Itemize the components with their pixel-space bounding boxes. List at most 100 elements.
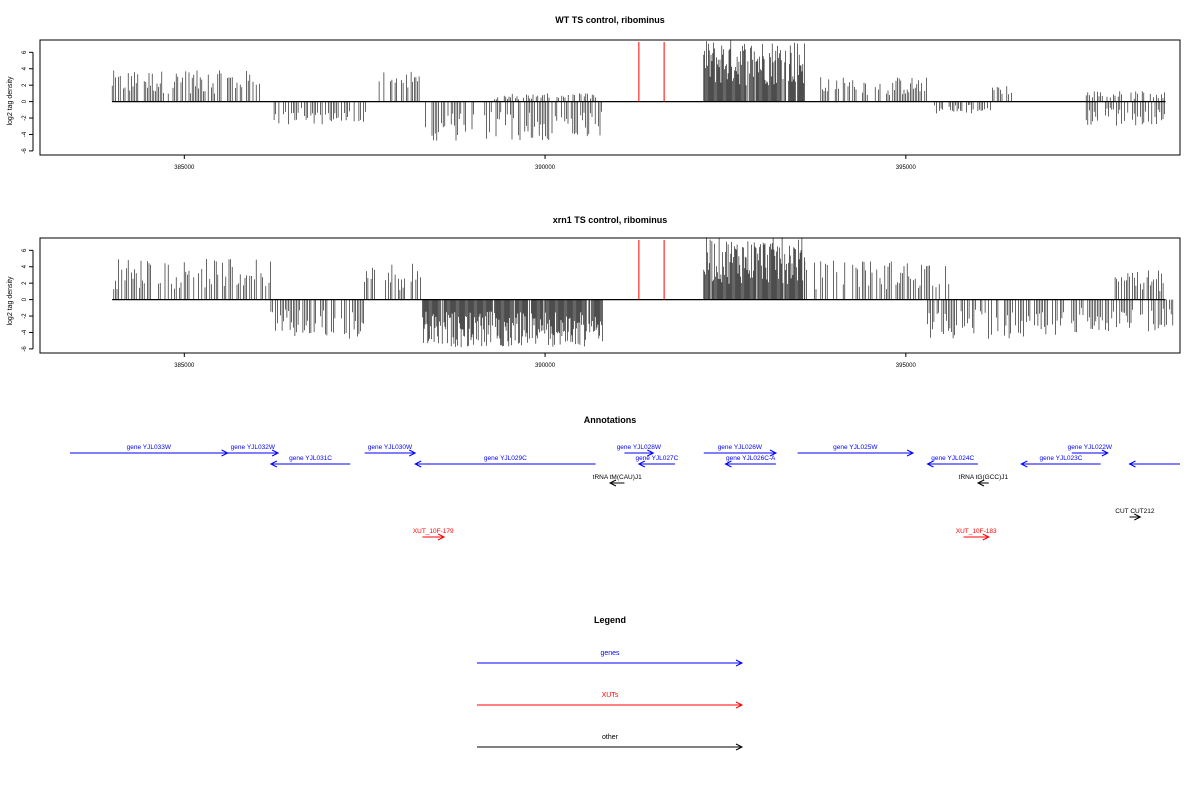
wt-signal-region (820, 77, 927, 102)
wt-y-tick-label: -4 (22, 131, 28, 137)
legend-label: other (602, 734, 619, 741)
feature-label: gene YJL025W (833, 444, 878, 451)
annotation-feature: gene YJL033W (70, 444, 229, 457)
feature-arrow-head (414, 460, 422, 468)
wt-signal-region (273, 101, 366, 125)
xrn1-signal-region (804, 260, 950, 300)
wt-signal-region (378, 71, 420, 102)
annotation-feature: gene YJL023C (1020, 455, 1101, 468)
xrn1-marker-lines (638, 240, 665, 300)
legend-entry-genes: genes (477, 650, 744, 667)
annotation-feature: gene YJL028W (617, 444, 662, 457)
wt-signal-region (703, 40, 805, 102)
legend-swatch-arrow (735, 743, 744, 751)
xrn1-signal-region (422, 299, 603, 348)
annotation-feature: gene YJL022W (1068, 444, 1113, 457)
feature-arrow-head (976, 479, 985, 487)
wt-y-tick-label: 4 (22, 66, 28, 70)
xrn1-signal-region (113, 259, 271, 300)
feature-arrow-head (637, 460, 646, 468)
feature-label: tRNA tM(CAU)J1 (593, 474, 643, 481)
xrn1-y-tick-label: 0 (22, 297, 28, 301)
legend-title: Legend (594, 615, 626, 625)
legend-entries: genes XUTs other (477, 650, 744, 751)
feature-label: gene YJL026W (718, 444, 763, 451)
annotations-title: Annotations (584, 415, 637, 425)
xrn1-y-tick-label: 6 (22, 248, 28, 252)
wt-signal-region (111, 70, 260, 102)
feature-arrow-head (982, 533, 990, 541)
wt-plot-frame (39, 39, 1181, 156)
xrn1-track-panel: xrn1 TS control, ribominus log2 tag dens… (7, 215, 1181, 369)
wt-marker-lines (638, 42, 665, 102)
feature-label: gene YJL032W (231, 444, 276, 451)
wt-x-axis: 385000 390000 395000 (174, 155, 916, 171)
legend-entry-xuts: XUTs (477, 692, 744, 709)
annotation-feature: gene YJL025W (797, 444, 915, 457)
wt-track-ylabel: log2 tag density (7, 76, 14, 126)
xrn1-signal-region (1114, 270, 1164, 300)
feature-label: XUT_10F-179 (413, 528, 454, 535)
wt-signal-region (1085, 91, 1165, 102)
annotation-feature: gene YJL027C (635, 455, 679, 468)
wt-signal-region (494, 93, 596, 102)
xrn1-x-tick-label: 395000 (896, 363, 917, 369)
feature-arrow-head (647, 449, 655, 457)
feature-arrow-head (608, 479, 617, 487)
feature-arrow-head (1101, 449, 1109, 457)
annotation-feature: gene YJL032W (227, 444, 280, 457)
feature-arrow-head (408, 449, 417, 457)
feature-arrow-head (1134, 513, 1142, 521)
legend-swatch-arrow (735, 659, 744, 667)
annotation-feature (1128, 460, 1180, 468)
wt-x-tick-label: 390000 (535, 165, 556, 171)
annotation-feature: tRNA tG(GCC)J1 (959, 474, 1009, 487)
xrn1-x-tick-label: 385000 (174, 363, 195, 369)
feature-label: gene YJL031C (289, 455, 332, 462)
annotations-track: Annotations gene YJL033W gene YJL032Wgene… (70, 415, 1180, 541)
feature-label: gene YJL023C (1040, 455, 1083, 462)
wt-signal-region (425, 101, 602, 141)
wt-track-panel: WT TS control, ribominus log2 tag densit… (7, 15, 1181, 171)
feature-arrow-head (769, 449, 778, 457)
wt-y-tick-label: -2 (22, 115, 28, 121)
legend-label: genes (600, 650, 620, 657)
xrn1-signal-region (270, 299, 365, 339)
xrn1-x-axis: 385000 390000 395000 (174, 353, 916, 369)
annotation-feature: gene YJL024C (926, 455, 978, 468)
feature-label: gene YJL026C-A (726, 455, 776, 462)
feature-arrow-head (271, 449, 280, 457)
wt-y-tick-label: 0 (22, 99, 28, 103)
xrn1-y-axis: -6 -4 -2 0 2 4 6 (22, 248, 34, 352)
feature-arrow-head (437, 533, 446, 541)
annotation-features: gene YJL033W gene YJL032W gene YJL031C gene… (70, 444, 1180, 541)
feature-label: gene YJL022W (1068, 444, 1113, 451)
wt-y-tick-label: 2 (22, 83, 28, 87)
wt-x-tick-label: 385000 (174, 165, 195, 171)
xrn1-y-tick-label: -4 (22, 329, 28, 335)
wt-signal-region (1085, 101, 1165, 126)
wt-track-title: WT TS control, ribominus (555, 15, 665, 25)
wt-y-axis: -6 -4 -2 0 2 4 6 (22, 50, 34, 154)
wt-y-tick-label: -6 (22, 148, 28, 154)
annotation-feature: gene YJL029C (414, 455, 596, 468)
legend-swatch-arrow (735, 701, 744, 709)
annotation-feature: gene YJL031C (269, 455, 351, 468)
wt-signal-region (992, 86, 1012, 102)
annotation-feature: CUT CUT212 (1115, 508, 1155, 521)
annotation-feature: gene YJL030W (364, 444, 417, 457)
feature-label: gene YJL029C (484, 455, 527, 462)
xrn1-signal-bars (112, 237, 1174, 348)
annotation-feature: gene YJL026W (703, 444, 778, 457)
feature-label: gene YJL024C (931, 455, 974, 462)
annotation-feature: XUT_10F-183 (956, 528, 997, 541)
xrn1-track-title: xrn1 TS control, ribominus (553, 215, 668, 225)
wt-signal-region (934, 101, 992, 114)
xrn1-signal-region (927, 299, 1064, 339)
xrn1-track-ylabel: log2 tag density (7, 276, 14, 326)
legend-entry-other: other (477, 734, 744, 751)
feature-arrow-head (1128, 460, 1136, 468)
xrn1-y-tick-label: -6 (22, 346, 28, 352)
